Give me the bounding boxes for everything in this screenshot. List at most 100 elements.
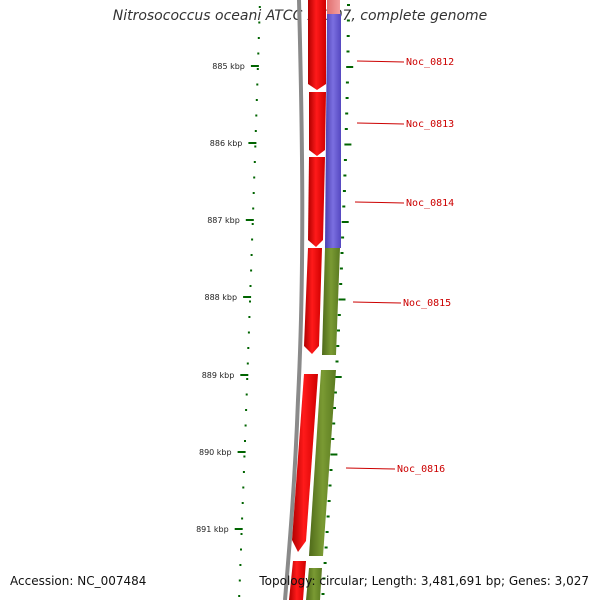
tick-dot [321,593,325,595]
kbp-tick [248,142,257,144]
gene-leader-line [345,467,396,470]
scale-dot [247,347,250,349]
tick-dot [341,221,349,223]
forward-cds-arrow [308,157,325,247]
scale-dot [249,285,252,287]
tick-dot [337,314,341,316]
tick-dot [322,577,326,580]
tick-dot [341,236,345,239]
scale-dot [244,424,247,427]
scale-dot [253,161,256,163]
scale-dot [256,68,259,70]
gene-leader-line [356,122,405,125]
tick-dot [332,422,336,425]
outer-dotted-scale [238,6,261,597]
kbp-tick [243,296,252,298]
tick-dot [344,143,352,146]
scale-dot [245,409,248,411]
scale-dot [243,455,246,458]
tick-dot [338,298,346,301]
gene-leader-line [356,60,405,63]
scale-dot [241,517,244,520]
scale-dot [255,99,258,101]
tick-dot [326,515,330,518]
forward-cds-arrow [308,0,326,90]
genome-backbone [283,0,305,600]
tick-dot [330,453,338,456]
forward-cds-arrow [304,248,322,354]
kbp-label: 891 kbp [196,525,229,534]
forward-cds-arrow [289,561,306,600]
forward-cds-arrow [309,92,326,156]
gene-noc-0815-block [322,248,340,355]
scale-dot [257,37,260,39]
tick-dot [325,531,329,533]
forward-cds-arrow [292,374,318,552]
pink-cds-fragment [327,0,340,14]
kbp-tick [234,528,243,530]
topology-text: Topology: circular; Length: 3,481,691 bp… [259,574,589,588]
tick-dot [343,174,347,177]
scale-dot [246,362,249,365]
tick-dot [336,345,340,347]
scale-dot [252,207,255,210]
tick-dot [334,376,342,378]
tick-dot [333,391,337,394]
tick-dot [346,35,350,37]
scale-dot [251,223,254,225]
gene-label[interactable]: Noc_0815 [403,298,451,309]
gene-label[interactable]: Noc_0813 [406,119,454,130]
tick-dot [343,159,347,161]
gene-noc-0816-block [309,370,336,556]
kbp-label: 887 kbp [207,216,240,225]
inner-dotted-scale [321,4,354,595]
tick-dot [344,128,348,130]
tick-dot [347,4,350,6]
kbp-tick [245,219,254,221]
scale-dot [242,471,245,473]
scale-dot [258,6,261,8]
tick-dot [328,484,332,487]
tick-dot [346,19,350,22]
scale-dot [238,579,241,582]
gene-partial-block [306,568,322,600]
tick-dot [337,329,340,332]
tick-dot [331,438,335,440]
gene-label[interactable]: Noc_0812 [406,57,454,68]
kbp-label: 888 kbp [204,293,237,302]
scale-dot [238,595,241,597]
tick-dot [333,407,336,409]
gene-noc-0812-0814-block [325,14,341,248]
scale-dot [253,176,256,179]
tick-dot [335,360,339,363]
scale-dot [258,21,261,24]
scale-dot [247,331,250,334]
gene-label[interactable]: Noc_0816 [397,464,445,475]
scale-dot [257,52,260,55]
gene-label[interactable]: Noc_0814 [406,198,454,209]
kbp-label: 890 kbp [199,448,232,457]
scale-dot [252,192,255,194]
scale-dot [240,533,243,535]
tick-dot [329,469,333,471]
scale-dot [249,300,251,303]
kbp-scale: 885 kbp 886 kbp 887 kbp 888 kbp 889 kbp 890 k… [196,62,259,534]
gene-labels: Noc_0812 Noc_0813 Noc_0814 Noc_0815 Noc_0816 [345,57,454,475]
tick-dot [345,97,349,99]
tick-dot [339,267,343,270]
scale-dot [248,316,251,318]
scale-dot [254,130,257,132]
tick-dot [342,190,346,192]
scale-dot [245,393,248,396]
tick-dot [342,205,346,208]
scale-dot [251,238,254,241]
scale-dot [239,564,242,566]
gene-leader-line [352,301,402,304]
tick-dot [346,66,354,68]
scale-dot [244,440,246,442]
kbp-label: 886 kbp [210,139,243,148]
tick-dot [327,500,331,502]
gene-track [306,14,341,600]
